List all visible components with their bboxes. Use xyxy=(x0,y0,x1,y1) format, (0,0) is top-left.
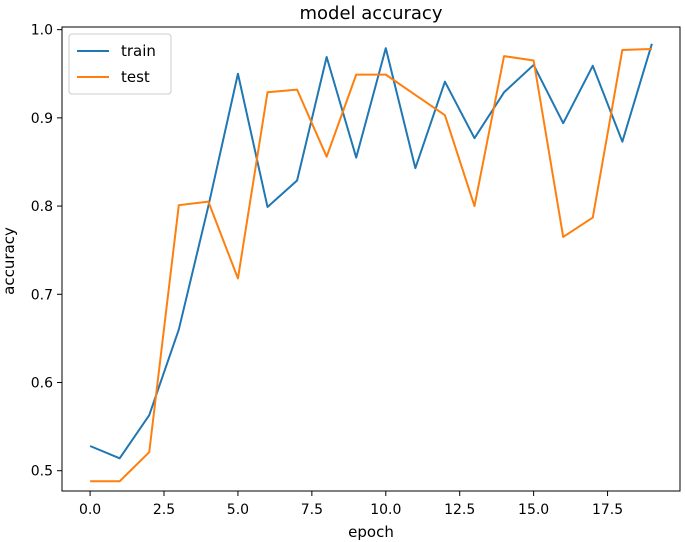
x-tick-label: 2.5 xyxy=(153,502,175,518)
x-tick-label: 0.0 xyxy=(79,502,101,518)
x-axis-label: epoch xyxy=(348,523,394,541)
y-tick-label: 0.6 xyxy=(31,375,53,391)
legend-label-test: test xyxy=(121,68,150,86)
series-line-test xyxy=(90,48,652,483)
x-tick-label: 5.0 xyxy=(227,502,249,518)
x-tick-label: 12.5 xyxy=(444,502,475,518)
chart-title: model accuracy xyxy=(300,3,443,24)
plot-frame xyxy=(61,26,681,492)
x-tick-label: 7.5 xyxy=(301,502,323,518)
series-line-train xyxy=(89,43,653,460)
y-axis-label: accuracy xyxy=(0,227,18,295)
x-tick-label: 15.0 xyxy=(518,502,549,518)
legend-label-train: train xyxy=(121,42,156,60)
x-tick-label: 10.0 xyxy=(370,502,401,518)
x-tick-label: 17.5 xyxy=(592,502,623,518)
y-tick-label: 0.8 xyxy=(31,199,53,215)
y-tick-label: 0.9 xyxy=(31,111,53,127)
y-tick-label: 1.0 xyxy=(31,23,53,39)
y-tick-label: 0.7 xyxy=(31,287,53,303)
y-tick-label: 0.5 xyxy=(31,464,53,480)
legend-box xyxy=(68,33,172,95)
